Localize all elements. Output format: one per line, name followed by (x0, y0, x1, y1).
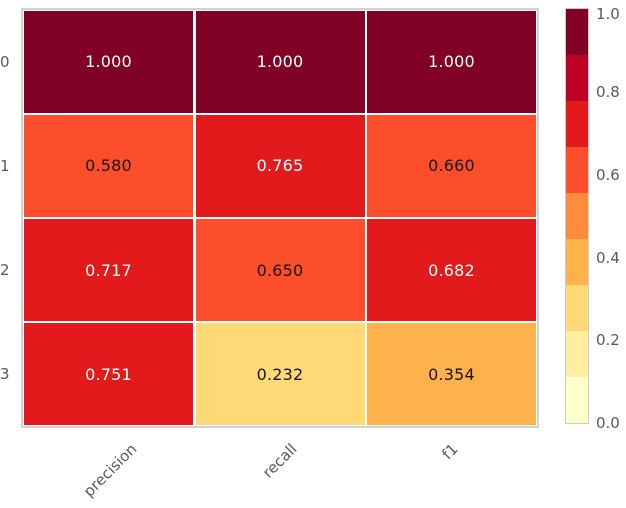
heatmap-cell-r1c1: 0.765 (195, 115, 365, 217)
y-tick-label-0: 0 (0, 53, 10, 71)
heatmap-cell-r3c0: 0.751 (24, 323, 193, 425)
colorbar-segment (566, 377, 588, 423)
heatmap-cell-r2c1: 0.650 (195, 219, 365, 321)
colorbar-segment (566, 9, 588, 55)
colorbar-segment (566, 285, 588, 331)
colorbar-tick-label: 0.4 (596, 249, 620, 267)
colorbar-tick-label: 0.6 (596, 166, 620, 184)
heatmap-cell-r3c1: 0.232 (195, 323, 365, 425)
colorbar-segment (566, 331, 588, 377)
heatmap-cell-r2c2: 0.682 (367, 219, 536, 321)
colorbar-segment (566, 101, 588, 147)
heatmap-cell-r0c0: 1.000 (24, 11, 193, 113)
colorbar-tick-label: 0.2 (596, 331, 620, 349)
heatmap-cell-r2c0: 0.717 (24, 219, 193, 321)
x-tick-label-f1: f1 (438, 440, 462, 464)
y-tick-label-1: 1 (0, 157, 10, 175)
colorbar-tick-label: 0.8 (596, 83, 620, 101)
y-tick-label-2: 2 (0, 261, 10, 279)
y-tick-label-3: 3 (0, 365, 10, 383)
heatmap-cell-r1c0: 0.580 (24, 115, 193, 217)
x-tick-label-precision: precision (80, 440, 141, 501)
colorbar-tick-label: 1.0 (596, 5, 620, 23)
colorbar (565, 8, 589, 424)
x-tick-label-recall: recall (259, 440, 301, 482)
heatmap-cell-r3c2: 0.354 (367, 323, 536, 425)
heatmap-cell-r0c1: 1.000 (195, 11, 365, 113)
heatmap-cell-r1c2: 0.660 (367, 115, 536, 217)
colorbar-segment (566, 147, 588, 193)
colorbar-segment (566, 193, 588, 239)
colorbar-tick-label: 0.0 (596, 414, 620, 432)
colorbar-segment (566, 239, 588, 285)
colorbar-segment (566, 55, 588, 101)
heatmap-axes: 1.000 1.000 1.000 0.580 0.765 0.660 0.71… (21, 8, 539, 428)
heatmap-cell-r0c2: 1.000 (367, 11, 536, 113)
